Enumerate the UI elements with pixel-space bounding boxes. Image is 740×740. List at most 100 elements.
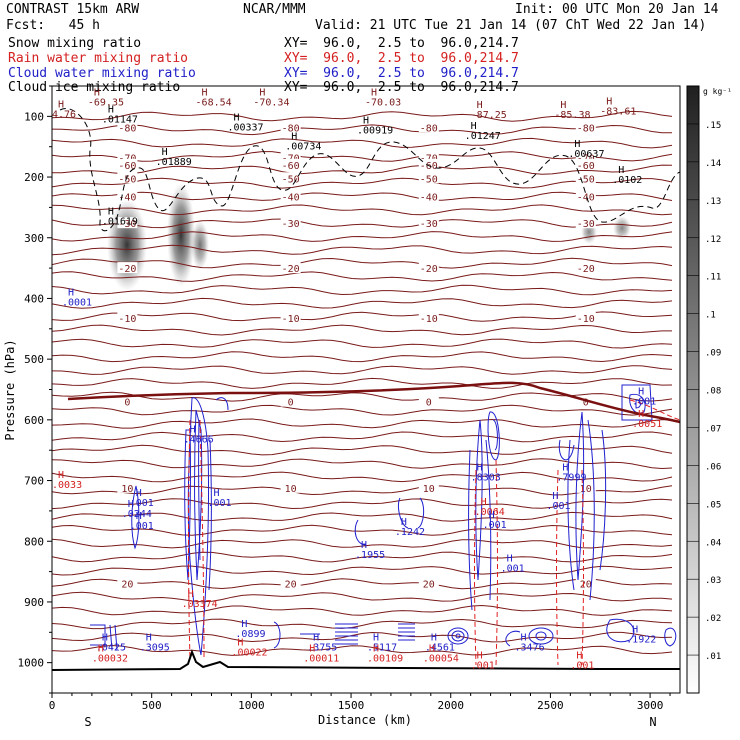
x-tick-label: 2500 [537,699,564,712]
extremum-marker: H [576,651,582,662]
contour-value-label: .3755 [307,643,337,654]
contour-label-bg [117,311,138,323]
contour-label-bg [418,190,439,202]
temperature-contour [52,324,672,336]
temperature-label: 0 [124,398,130,409]
temperature-label: -80 [282,123,300,134]
temperature-contour [52,604,673,616]
contour-label-bg [575,158,596,170]
y-tick-label: 500 [24,353,44,366]
temperature-label: -60 [577,161,595,172]
temperature-contour [52,431,673,443]
contour-label-bg [418,172,439,184]
temperature-contour [52,257,673,269]
contour-label-bg [418,577,439,589]
extremum-marker: H [102,633,108,644]
contour-label-bg [117,262,138,274]
extremum-marker: H [136,511,142,522]
extremum-marker: H [371,87,377,98]
extremum-marker: H [241,619,247,630]
colorbar: .01 .02 .03 .04 .05 .06 .07 .08 .09 .1 .11 .12 .13 .1… [686,85,732,694]
forecast-hour: Fcst: 45 h [6,18,100,33]
org-label: NCAR/MMM [243,2,306,17]
contour-value-label: .5117 [367,643,397,654]
contour-label-bg [575,217,596,229]
y-tick-label: 300 [24,232,44,245]
temperature-label: -20 [282,264,300,275]
contour-value-label: .001 [546,501,570,512]
x-tick-label: 1500 [338,699,365,712]
extremum-marker: H [233,112,239,123]
temperature-label: -50 [420,174,438,185]
field-snow-label: Snow mixing ratio [8,36,142,51]
temperature-label: -40 [282,192,300,203]
temperature-contour [52,110,673,122]
contour-value-label: .1242 [395,527,425,538]
field-rain-label: Rain water mixing ratio [8,51,189,66]
contour-value-label: .001 [130,521,154,532]
contour-label-bg [575,481,596,493]
contour-value-label: .001 [471,661,495,672]
y-tick-label: 100 [24,110,44,123]
contour-value-label: .001 [130,498,154,509]
contour-label-bg [280,151,301,163]
temperature-label: -80 [577,123,595,134]
extremum-marker: H [507,554,513,565]
colorbar-tick-label: .11 [705,273,721,283]
extremum-marker: H [98,643,104,654]
colorbar-tick-label: .1 [705,311,716,321]
temperature-label: -30 [420,219,438,230]
extremum-marker: H [259,87,265,98]
contour-value-label: .00054 [423,653,459,664]
temperature-contour [52,458,673,470]
contour-value-label: .4561 [425,643,455,654]
colorbar-tick-label: .12 [705,235,721,245]
contour-value-label: -83.61 [600,107,636,118]
contour-label-bg [418,262,439,274]
contour-value-label: .0051 [632,419,662,430]
extremum-marker: H [373,633,379,644]
extremum-marker: H [363,115,369,126]
contour-value-label: .4666 [184,434,214,445]
temperature-contour [52,137,673,149]
contour-value-label: .0033 [52,480,82,491]
colorbar-unit: g kg⁻¹ [703,87,732,96]
contour-label-bg [117,217,138,229]
extremum-marker: H [309,643,315,654]
contour-value-label: .00337 [227,122,263,133]
temperature-label: -40 [577,192,595,203]
contour-annotations: H-69.35H-68.54H-70.34H-70.03 H-87.25H-85.… [52,87,662,671]
contour-label-bg [418,481,439,493]
extremum-marker: H [489,510,495,521]
temperature-contour [52,244,673,256]
extremum-marker: H [162,147,168,158]
contour-value-label: .1922 [626,635,656,646]
temperature-contour [52,177,673,189]
contour-value-label: .0899 [235,629,265,640]
y-tick-label: 900 [24,596,44,609]
contour-label-bg [280,577,301,589]
contour-label-bg [418,121,439,133]
contour-label-bg [418,151,439,163]
extremum-marker: H [560,100,566,111]
colorbar-tick-label: .04 [705,538,721,548]
temperature-contour [52,418,673,429]
contour-value-label: -70.34 [253,97,289,108]
extremum-marker: H [291,132,297,143]
contour-value-label: .00022 [231,647,267,658]
x-tick-label: 3000 [637,699,664,712]
field-cloud-ice-label: Cloud ice mixing ratio [8,80,181,95]
extremum-marker: H [606,97,612,108]
colorbar-tick-label: .05 [705,500,721,510]
extremum-marker: H [471,121,477,132]
temperature-contour [52,511,673,522]
contour-label-bg [575,151,596,163]
temperature-label: 20 [423,580,435,591]
contour-value-label: .0064 [475,507,505,518]
extremum-marker: H [202,87,208,98]
temperature-contour [52,578,673,590]
contour-value-label: 4.76 [52,110,76,121]
contour-value-label: .00919 [357,125,393,136]
contour-value-label: .8303 [471,473,501,484]
extremum-marker: H [477,651,483,662]
